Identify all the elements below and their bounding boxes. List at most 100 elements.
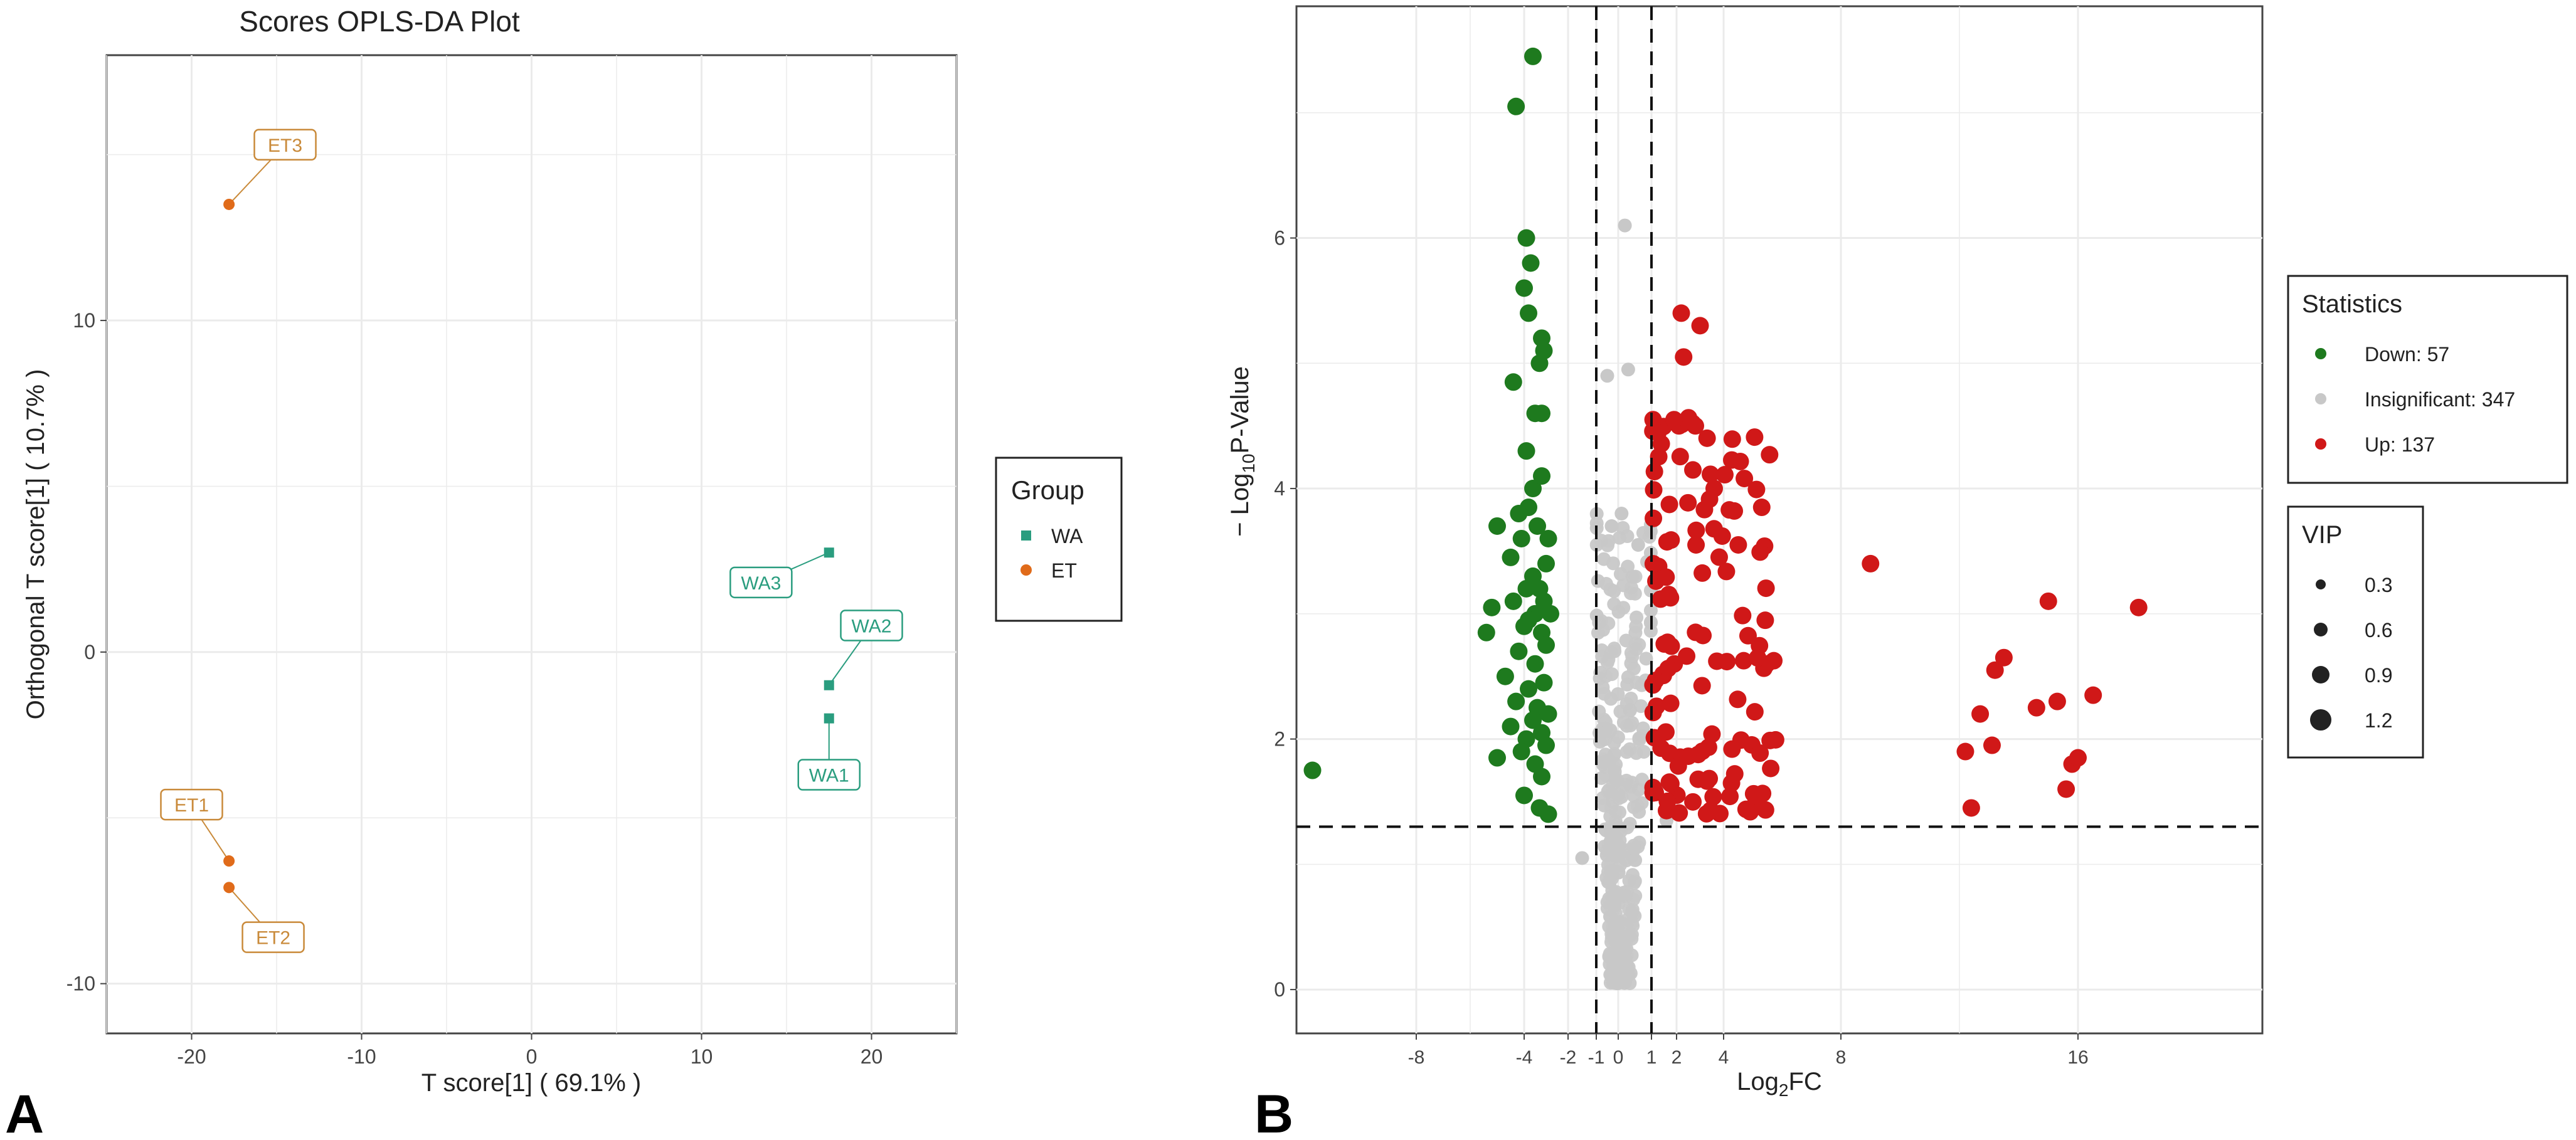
x-tick-label: 1 (1646, 1047, 1657, 1068)
point-insignificant (1618, 964, 1633, 979)
point-up (2084, 686, 2102, 704)
point-insignificant (1625, 932, 1639, 946)
point-up (1657, 568, 1675, 586)
legend-et-circle-marker (1020, 564, 1032, 576)
point-insignificant (1608, 956, 1622, 970)
point-insignificant (1623, 816, 1637, 831)
point-insignificant (1611, 896, 1626, 910)
point-insignificant (1601, 858, 1615, 872)
point-up (1693, 564, 1712, 582)
point-up (1761, 446, 1779, 464)
point-label: ET3 (268, 135, 302, 156)
point-up (1675, 348, 1693, 366)
point-down (1524, 480, 1542, 498)
point-up (2129, 598, 2148, 616)
point-insignificant (1604, 935, 1618, 949)
point-insignificant (1628, 569, 1643, 584)
panel-a-letter: A (5, 1084, 44, 1140)
point-down (1539, 805, 1557, 823)
point-insignificant (1609, 975, 1623, 990)
point-insignificant (1575, 851, 1589, 865)
point-et3 (223, 198, 235, 210)
legend-wa-square-marker (1021, 530, 1031, 541)
point-insignificant (1623, 742, 1637, 756)
point-insignificant (1591, 626, 1605, 640)
x-tick-label: -20 (177, 1045, 206, 1068)
chart-a-y-axis-label: Orthogonal T score[1] ( 10.7% ) (22, 369, 50, 720)
point-up (1644, 411, 1662, 429)
point-insignificant (1625, 916, 1640, 930)
point-down (1507, 692, 1525, 710)
point-down (1522, 254, 1540, 272)
point-wa2 (824, 680, 834, 690)
point-up (1734, 606, 1752, 625)
point-insignificant (1620, 529, 1635, 544)
point-down (1533, 404, 1550, 423)
point-insignificant (1636, 721, 1650, 736)
point-insignificant (1631, 537, 1645, 552)
point-down (1510, 642, 1528, 660)
y-tick-label: 0 (1274, 978, 1285, 1001)
legend-vip-0-6-label: 0.6 (2365, 619, 2392, 641)
point-label-box (729, 566, 793, 599)
legend-vip-frame (2287, 505, 2424, 759)
point-up (1757, 579, 1775, 598)
point-insignificant (1626, 838, 1641, 853)
point-insignificant (1624, 646, 1638, 660)
point-down (1515, 279, 1533, 297)
legend-up-marker (2315, 438, 2326, 450)
point-insignificant (1597, 798, 1611, 813)
point-insignificant (1601, 616, 1616, 631)
point-insignificant (1593, 726, 1607, 740)
y-tick-label: -10 (66, 973, 95, 995)
point-up (1717, 562, 1736, 581)
x-tick-label: 8 (1836, 1047, 1847, 1068)
point-insignificant (1606, 556, 1620, 571)
y-tick-label: 0 (84, 641, 95, 663)
point-up (1684, 461, 1702, 479)
point-insignificant (1597, 687, 1611, 701)
point-up (1956, 742, 1974, 761)
point-insignificant (1612, 791, 1626, 805)
point-up (1995, 648, 2013, 667)
point-up (1660, 773, 1678, 791)
point-down (1520, 304, 1537, 322)
point-up (1711, 805, 1729, 823)
point-up (1962, 799, 1980, 817)
point-insignificant (1643, 603, 1658, 618)
point-down (1529, 517, 1546, 535)
x-tick-label: -2 (1560, 1047, 1577, 1068)
point-down (1537, 636, 1555, 654)
chart-b-y-axis-label-tail: P-Value (1226, 366, 1254, 453)
point-label: WA1 (809, 766, 849, 786)
point-down (1542, 604, 1559, 623)
point-up (1725, 765, 1744, 783)
point-up (1644, 555, 1662, 573)
point-down (1515, 786, 1533, 805)
point-down (1537, 736, 1555, 754)
legend-et-label: ET (1051, 559, 1077, 582)
point-down (1515, 617, 1533, 635)
point-up (1687, 417, 1704, 435)
legend-down-label: Down: 57 (2365, 343, 2449, 366)
point-down (1507, 97, 1525, 115)
point-insignificant (1625, 868, 1640, 882)
point-up (2048, 692, 2066, 710)
point-up (1729, 690, 1747, 709)
point-up (1704, 788, 1722, 806)
point-wa1 (824, 713, 834, 724)
chart-a-gridlines (106, 55, 957, 1033)
point-up (1659, 660, 1677, 678)
point-label: ET2 (256, 928, 290, 949)
chart-b-x-axis-label-tail: FC (1789, 1068, 1822, 1095)
chart-b-x-axis-label-sub: 2 (1779, 1080, 1789, 1100)
point-up (1751, 744, 1769, 763)
point-insignificant (1611, 604, 1626, 619)
point-up (1658, 533, 1676, 551)
point-insignificant (1613, 833, 1627, 848)
point-insignificant (1629, 620, 1643, 634)
point-up (1699, 738, 1717, 756)
point-insignificant (1589, 537, 1604, 552)
point-down (1526, 655, 1544, 673)
